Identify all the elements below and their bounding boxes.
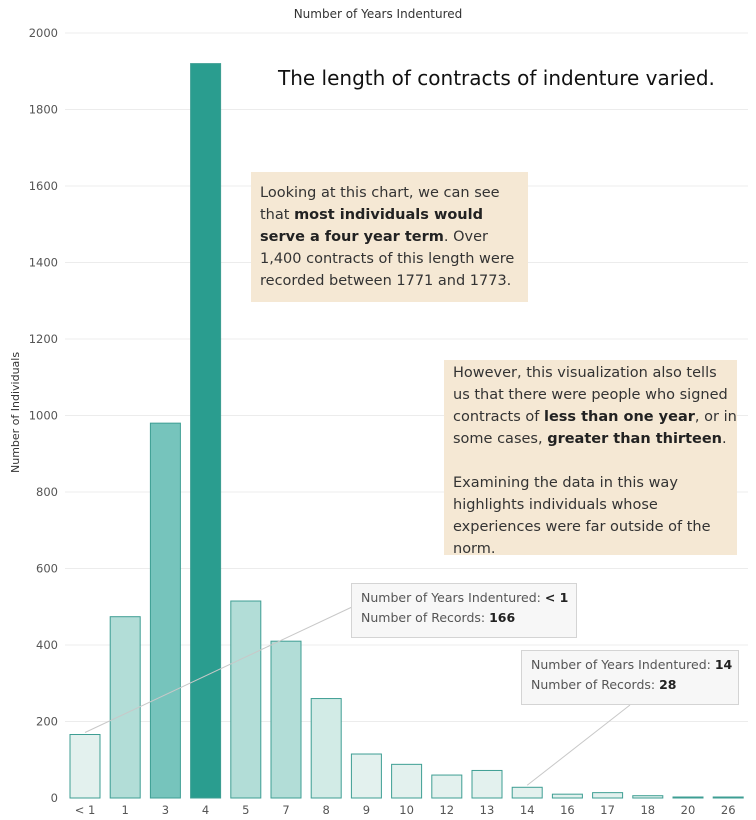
x-tick-label: 1	[122, 803, 129, 817]
y-axis-ticks: 0 200 400 600 800 1000 1200 1400 1600 1800 2000	[29, 26, 58, 805]
x-tick-label: 4	[202, 803, 209, 817]
chart-title: Number of Years Indentured	[293, 7, 463, 21]
x-tick-label: 12	[439, 803, 454, 817]
tooltip1-label-2: Number of Records:	[361, 610, 490, 625]
bar-10[interactable]	[391, 763, 423, 799]
bar-18[interactable]	[632, 795, 664, 799]
y-tick-label: 200	[36, 715, 58, 729]
x-tick-label: 20	[681, 803, 696, 817]
y-tick-label: 600	[36, 562, 58, 576]
x-tick-label: 8	[323, 803, 330, 817]
note2-text-1: However, this visualization also tells u…	[453, 365, 728, 425]
bar-26[interactable]	[712, 796, 744, 799]
tooltip2-leader	[526, 704, 631, 786]
headline: The length of contracts of indenture var…	[278, 66, 715, 90]
bar-4[interactable]	[190, 63, 222, 799]
x-tick-label: 5	[242, 803, 249, 817]
x-tick-label: 16	[560, 803, 575, 817]
tooltip1-label-1: Number of Years Indentured:	[361, 590, 545, 605]
y-tick-label: 2000	[29, 26, 58, 40]
tooltip1-leader	[84, 606, 353, 733]
bar-1[interactable]	[69, 734, 101, 799]
x-tick-label: 26	[721, 803, 736, 817]
tooltip1-value-1: < 1	[544, 590, 569, 605]
note2-text-2: , or in some cases,	[453, 409, 737, 447]
x-tick-label: 13	[480, 803, 495, 817]
tooltip-fourteen: Number of Years Indentured: 14 Number of…	[521, 650, 739, 705]
tooltip2-line-2: Number of Records: 28	[531, 675, 729, 695]
x-tick-label: 17	[600, 803, 615, 817]
note1-text-1: Looking at this chart, we can see that	[260, 185, 500, 223]
bar-1[interactable]	[109, 616, 141, 799]
note1-text-2: . Over 1,400 contracts of this length we…	[260, 229, 515, 289]
x-tick-label: 3	[162, 803, 169, 817]
tooltip1-line-1: Number of Years Indentured: < 1	[361, 588, 569, 608]
y-tick-label: 0	[51, 791, 58, 805]
annotation-four-year: Looking at this chart, we can see that m…	[251, 172, 528, 302]
bars	[69, 63, 744, 799]
bar-5[interactable]	[230, 600, 262, 799]
tooltip1-value-2: 166	[489, 610, 516, 625]
tooltip2-line-1: Number of Years Indentured: 14	[531, 655, 733, 675]
x-axis-ticks: < 1 1 3 4 5 7 8 9 10 12 13 14 16 17 18 20 26	[75, 803, 736, 817]
tooltip-leaders	[84, 606, 631, 786]
y-tick-label: 1400	[29, 256, 58, 270]
bar-14[interactable]	[511, 786, 543, 799]
bar-20[interactable]	[672, 796, 704, 799]
note2-text-3: .	[722, 431, 727, 447]
note2-bold-2: greater than thirteen	[547, 431, 723, 447]
note2-paragraph-1: However, this visualization also tells u…	[453, 362, 737, 450]
x-tick-label: 7	[282, 803, 289, 817]
x-tick-label: 18	[640, 803, 655, 817]
x-tick-label: 9	[363, 803, 370, 817]
bar-9[interactable]	[350, 753, 382, 799]
bar-17[interactable]	[592, 792, 624, 799]
y-tick-label: 1200	[29, 332, 58, 346]
y-tick-label: 400	[36, 638, 58, 652]
y-tick-label: 1600	[29, 179, 58, 193]
tooltip2-label-1: Number of Years Indentured:	[531, 657, 715, 672]
note2-paragraph-2: Examining the data in this way highlight…	[453, 475, 711, 557]
tooltip2-value-2: 28	[659, 677, 677, 692]
bar-13[interactable]	[471, 769, 503, 799]
bar-12[interactable]	[431, 774, 463, 799]
tooltip2-label-2: Number of Records:	[531, 677, 660, 692]
tooltip-less-than-one: Number of Years Indentured: < 1 Number o…	[351, 583, 577, 638]
y-tick-label: 1800	[29, 103, 58, 117]
x-tick-label: < 1	[75, 803, 96, 817]
y-tick-label: 800	[36, 485, 58, 499]
x-tick-label: 10	[399, 803, 414, 817]
note1-bold-1: most individuals would serve a four year…	[260, 207, 483, 245]
y-tick-label: 1000	[29, 409, 58, 423]
bar-7[interactable]	[270, 640, 302, 799]
x-tick-label: 14	[520, 803, 535, 817]
annotation-outliers: However, this visualization also tells u…	[444, 360, 737, 557]
tooltip2-value-1: 14	[714, 657, 733, 672]
bar-8[interactable]	[310, 698, 342, 799]
tooltip1-line-2: Number of Records: 166	[361, 608, 567, 628]
note2-bold-1: less than one year	[543, 409, 695, 425]
bar-3[interactable]	[149, 422, 181, 799]
y-axis-title: Number of Individuals	[9, 351, 22, 473]
bar-16[interactable]	[551, 793, 583, 799]
